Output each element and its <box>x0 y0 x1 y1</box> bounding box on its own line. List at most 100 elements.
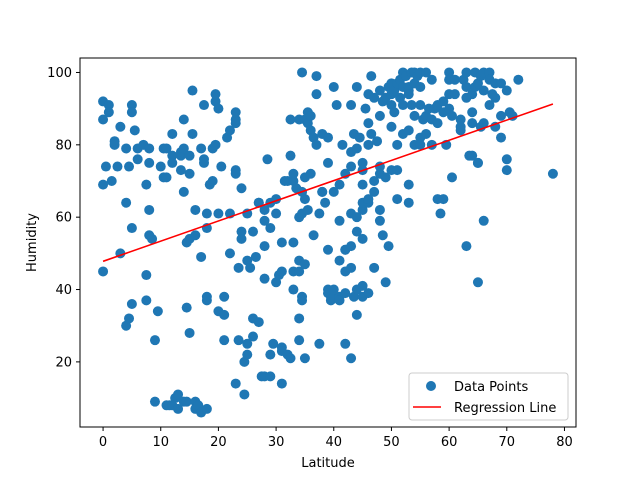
data-point <box>126 299 137 309</box>
data-point <box>103 100 114 111</box>
data-point <box>409 110 420 121</box>
data-point <box>233 335 244 346</box>
data-point <box>187 85 198 96</box>
data-point <box>374 110 385 121</box>
data-point <box>196 143 207 154</box>
data-point <box>415 81 426 92</box>
data-point <box>230 168 241 179</box>
data-point <box>484 100 495 111</box>
data-point <box>149 396 160 407</box>
data-point <box>438 96 449 107</box>
data-point <box>354 132 365 143</box>
y-tick-label: 80 <box>55 138 72 153</box>
data-point <box>366 128 377 139</box>
y-axis-label: Humidity <box>25 213 40 272</box>
x-tick-label: 10 <box>152 435 169 450</box>
data-point <box>213 103 224 114</box>
data-point <box>276 266 287 277</box>
data-point <box>435 208 446 219</box>
data-point <box>299 194 310 205</box>
data-point <box>320 197 331 208</box>
data-point <box>288 168 299 179</box>
data-point <box>184 150 195 161</box>
legend-regression-line-label: Regression Line <box>454 401 556 416</box>
data-point <box>216 161 227 172</box>
data-point <box>421 128 432 139</box>
data-point <box>389 107 400 118</box>
data-point <box>314 338 325 349</box>
legend-data-points-marker <box>426 381 436 391</box>
data-point <box>276 378 287 389</box>
data-point <box>175 165 186 176</box>
data-point <box>334 295 345 306</box>
data-point <box>141 270 152 281</box>
data-point <box>259 273 270 284</box>
x-axis-ticks: 0 10 20 30 40 50 60 70 80 <box>99 427 573 450</box>
data-point <box>311 71 322 82</box>
data-point <box>496 132 507 143</box>
data-point <box>374 85 385 96</box>
axes-frame <box>79 57 577 428</box>
data-point <box>346 353 357 364</box>
data-point <box>167 150 178 161</box>
data-point <box>250 251 261 262</box>
data-point <box>299 353 310 364</box>
data-point <box>98 179 109 190</box>
x-tick-label: 30 <box>268 435 285 450</box>
data-point <box>265 223 276 234</box>
data-point <box>360 103 371 114</box>
data-point <box>262 154 273 165</box>
data-point <box>144 157 155 168</box>
data-point <box>323 244 333 255</box>
data-point <box>98 114 109 125</box>
data-point <box>259 215 270 226</box>
data-point <box>351 309 362 320</box>
data-point <box>201 403 212 414</box>
data-point <box>285 150 296 161</box>
data-point <box>308 230 319 241</box>
data-point <box>103 107 114 118</box>
regression-line-layer <box>102 103 554 263</box>
data-point <box>357 157 368 168</box>
data-point <box>236 226 247 237</box>
data-point <box>328 186 339 197</box>
data-point <box>392 165 403 176</box>
data-point <box>253 317 264 328</box>
regression-line <box>102 103 554 263</box>
data-point <box>351 81 362 92</box>
data-point <box>124 161 135 172</box>
data-point <box>351 143 362 154</box>
data-point <box>328 284 339 295</box>
data-point <box>242 338 253 349</box>
data-point <box>187 128 198 139</box>
data-point <box>357 280 368 291</box>
data-point <box>236 233 247 244</box>
data-point <box>98 266 109 277</box>
data-point <box>141 179 152 190</box>
data-point <box>438 194 449 205</box>
x-tick-label: 20 <box>210 435 227 450</box>
data-point <box>112 161 123 172</box>
data-point <box>294 313 305 324</box>
data-point <box>340 288 351 299</box>
x-tick-label: 70 <box>499 435 516 450</box>
legend-box <box>408 372 569 421</box>
y-tick-label: 20 <box>55 355 72 370</box>
data-point <box>265 349 276 360</box>
data-point <box>403 179 414 190</box>
data-point <box>242 349 253 360</box>
data-point <box>294 266 305 277</box>
data-point <box>161 172 172 183</box>
data-point <box>219 309 230 320</box>
data-point <box>449 74 460 85</box>
data-point <box>377 230 388 241</box>
data-point <box>366 71 377 82</box>
data-point <box>161 143 172 154</box>
data-point <box>184 168 195 179</box>
data-point <box>447 110 457 121</box>
data-point <box>297 295 308 306</box>
data-point <box>265 371 276 382</box>
data-point <box>467 118 478 129</box>
data-point <box>317 186 328 197</box>
data-point <box>144 143 155 154</box>
